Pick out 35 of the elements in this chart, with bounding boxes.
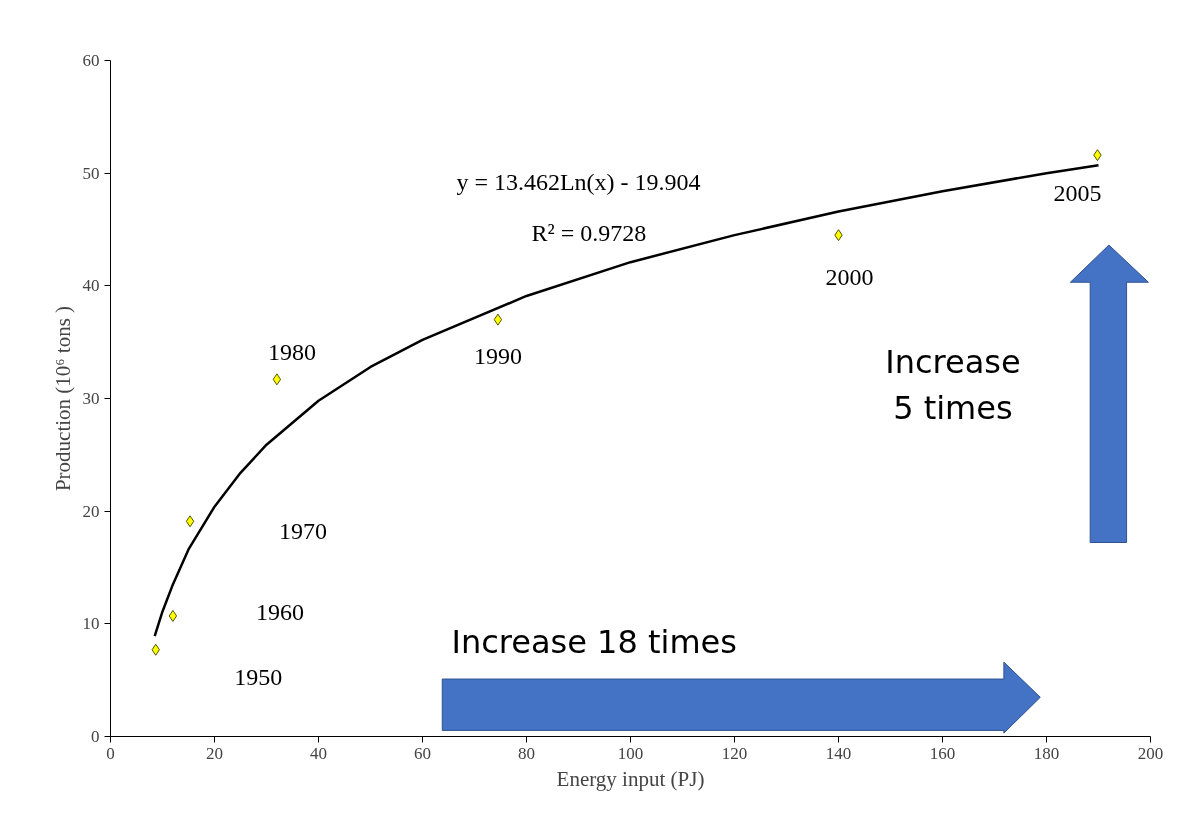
x-tick-label: 20 xyxy=(206,743,223,763)
x-tick-label: 180 xyxy=(1033,743,1060,763)
annotation: y = 13.462Ln(x) - 19.904 xyxy=(456,169,701,196)
x-tick-label: 160 xyxy=(929,743,956,763)
annotation: 2005 xyxy=(1053,179,1102,206)
x-tick-label: 140 xyxy=(825,743,852,763)
annotation: Increase 5 times xyxy=(885,343,1021,427)
point xyxy=(185,515,195,528)
annotation: 2000 xyxy=(825,263,874,290)
annotation: 1960 xyxy=(256,599,305,626)
x-tick-label: 0 xyxy=(106,743,115,763)
x-tick-label: 40 xyxy=(310,743,327,763)
x-axis-title: Energy input (PJ) xyxy=(556,766,705,791)
x-tick-label: 60 xyxy=(414,743,431,763)
point xyxy=(272,373,282,386)
point xyxy=(168,609,178,622)
annotation: R² = 0.9728 xyxy=(531,219,647,246)
annotation: 1950 xyxy=(234,663,283,690)
y-tick-label: 50 xyxy=(82,163,100,183)
x-tick-label: 120 xyxy=(721,743,748,763)
annotation: 1970 xyxy=(278,518,327,545)
point xyxy=(493,313,503,326)
y-tick-label: 10 xyxy=(82,614,100,634)
x-tick-label: 200 xyxy=(1137,743,1164,763)
y-tick-label: 0 xyxy=(91,727,100,746)
annotation: 1990 xyxy=(473,343,522,370)
y-tick-label: 30 xyxy=(82,389,100,408)
annotation: Increase 18 times xyxy=(451,622,737,661)
annotation: 1980 xyxy=(267,338,316,365)
y-axis-title: Production (10⁶ tons ) xyxy=(50,305,75,492)
y-tick-label: 20 xyxy=(82,501,100,521)
x-tick-label: 80 xyxy=(518,743,535,763)
y-tick-label: 40 xyxy=(82,276,100,296)
y-tick-label: 60 xyxy=(82,51,100,70)
x-tick-label: 100 xyxy=(617,743,644,763)
